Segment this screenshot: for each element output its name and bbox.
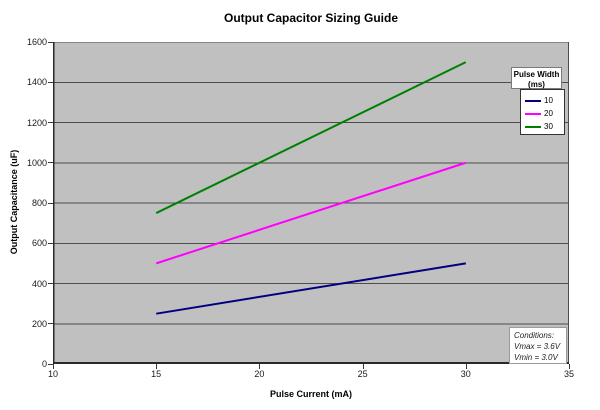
y-tick-label: 1000: [26, 157, 47, 168]
x-axis-title: Pulse Current (mA): [269, 389, 352, 399]
legend: 10 20 30: [520, 89, 565, 135]
conditions-line-2: Vmax = 3.6V: [514, 342, 561, 351]
legend-line-swatch: [525, 99, 541, 102]
y-tick-mark: [48, 202, 53, 204]
x-tick-label: 35: [563, 369, 574, 379]
x-tick-label: 20: [254, 369, 265, 379]
y-tick-mark: [48, 162, 53, 164]
legend-line-swatch: [525, 112, 541, 115]
y-tick-mark: [48, 81, 53, 83]
x-tick-mark: [362, 364, 364, 369]
y-tick-mark: [48, 363, 53, 365]
legend-line-swatch: [525, 125, 541, 128]
y-tick-label: 1200: [26, 117, 47, 128]
y-tick-mark: [48, 41, 53, 43]
y-tick-label: 800: [31, 198, 47, 208]
series-line-10ms: [156, 262, 466, 315]
y-tick-label: 600: [31, 238, 47, 249]
plot-canvas: [53, 42, 569, 364]
legend-entry-30ms: 30: [525, 120, 561, 133]
y-tick-mark: [48, 122, 53, 123]
y-tick-mark: [48, 283, 53, 284]
series-line-20ms: [155, 161, 467, 265]
x-tick-mark: [569, 364, 570, 369]
chart-title: Output Capacitor Sizing Guide: [224, 11, 398, 25]
legend-entry-label: 20: [544, 109, 553, 118]
x-tick-mark: [53, 364, 54, 369]
y-tick-label: 1600: [26, 37, 47, 47]
legend-title: Pulse Width (ms): [511, 67, 562, 89]
conditions-annotation: Conditions: Vmax = 3.6V Vmin = 3.0V: [509, 327, 567, 364]
legend-entry-10ms: 10: [525, 94, 561, 107]
legend-title-line2: (ms): [528, 80, 545, 89]
x-tick-mark: [156, 364, 158, 369]
conditions-line-3: Vmin = 3.0V: [514, 353, 558, 362]
x-tick-label: 10: [47, 369, 58, 379]
legend-title-line1: Pulse Width: [513, 70, 560, 79]
x-tick-label: 15: [151, 369, 162, 379]
legend-entry-20ms: 20: [525, 107, 561, 120]
legend-entry-label: 30: [544, 122, 553, 131]
plot-area: [53, 42, 569, 364]
y-tick-label: 200: [31, 318, 47, 329]
series-line-30ms: [155, 61, 467, 214]
x-tick-label: 30: [460, 369, 471, 379]
conditions-line-1: Conditions:: [514, 331, 555, 340]
legend-entry-label: 10: [544, 96, 553, 105]
y-tick-label: 400: [31, 278, 47, 289]
x-tick-mark: [465, 364, 467, 369]
x-tick-label: 25: [357, 369, 368, 379]
y-tick-label: 0: [41, 359, 47, 369]
x-tick-mark: [259, 364, 261, 369]
y-tick-label: 1400: [26, 77, 47, 88]
y-tick-mark: [48, 242, 53, 244]
y-tick-mark: [48, 323, 53, 325]
